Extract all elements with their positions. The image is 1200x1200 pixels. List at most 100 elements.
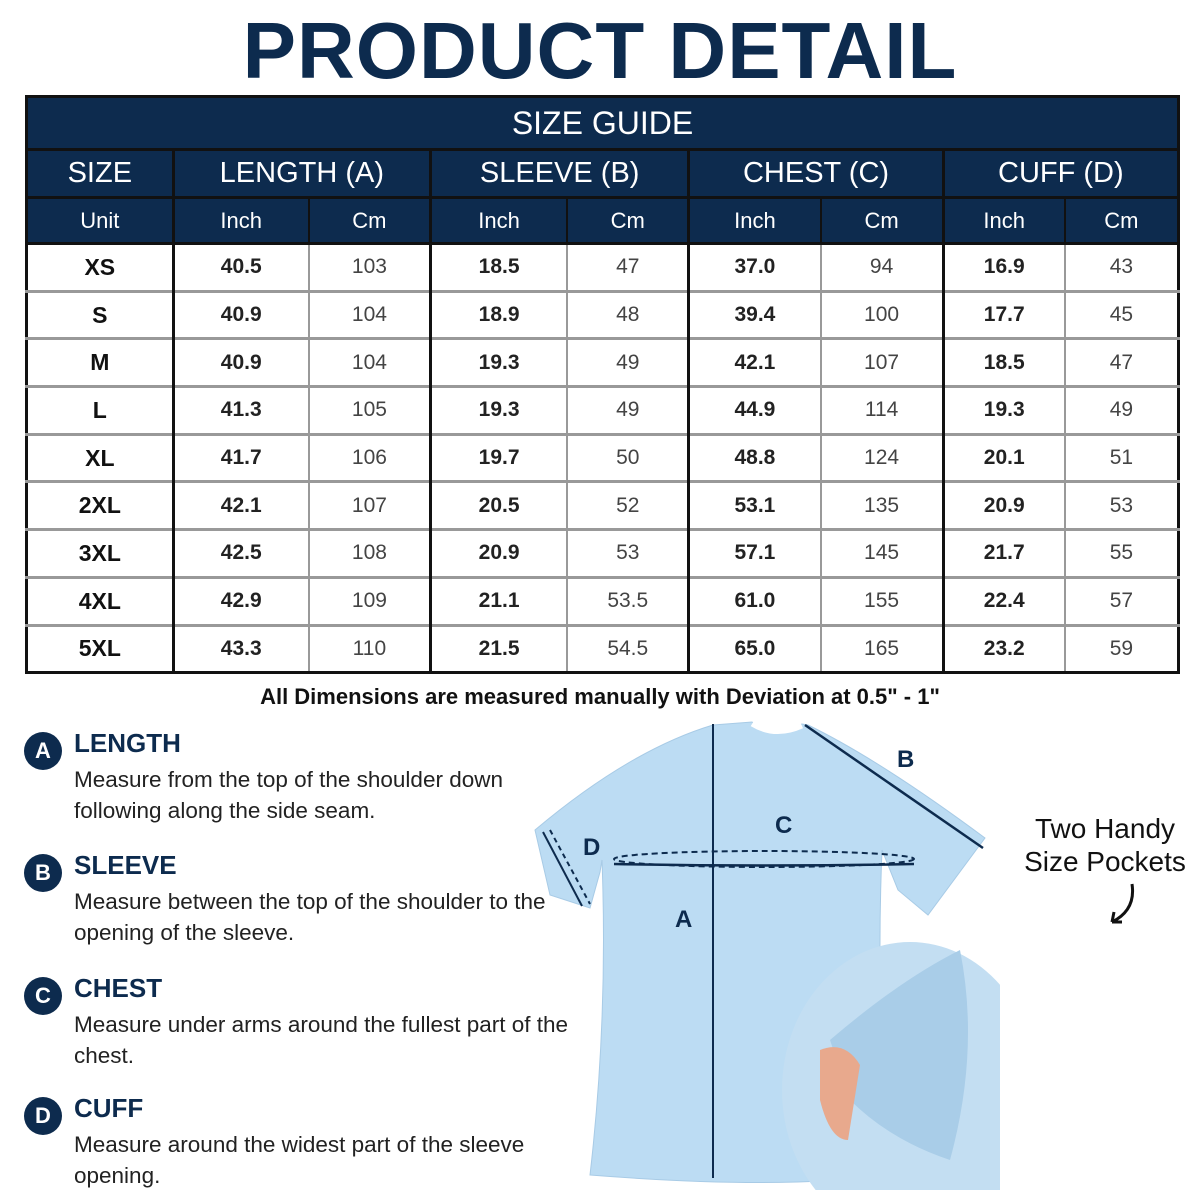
value-cell: 48.8 xyxy=(687,432,821,482)
value-cell: 100 xyxy=(819,289,944,339)
chest-line xyxy=(613,850,915,868)
header-length: LENGTH (A) xyxy=(171,148,431,198)
value-cell: 108 xyxy=(307,528,431,578)
value-cell: 42.1 xyxy=(687,337,821,387)
sleeve-line xyxy=(804,723,984,850)
value-cell: 107 xyxy=(819,337,944,387)
label-a: A xyxy=(675,906,693,933)
value-cell: 57 xyxy=(1063,575,1179,625)
unit-header: Inch xyxy=(687,196,821,244)
table-row: 5XL 43.3 110 21.5 54.5 65.0 165 23.2 59 xyxy=(26,623,1179,673)
measure-title: LENGTH xyxy=(74,728,181,758)
value-cell: 41.3 xyxy=(171,385,309,435)
value-cell: 37.0 xyxy=(687,242,821,292)
value-cell: 59 xyxy=(1063,623,1179,673)
size-cell: XL xyxy=(26,432,174,482)
value-cell: 124 xyxy=(819,432,944,482)
value-cell: 110 xyxy=(307,623,431,673)
unit-header: Cm xyxy=(566,196,689,244)
header-cuff: CUFF (D) xyxy=(941,148,1179,198)
table-row: 3XL 42.5 108 20.9 53 57.1 145 21.7 55 xyxy=(26,528,1179,578)
value-cell: 114 xyxy=(819,385,944,435)
value-cell: 155 xyxy=(819,575,944,625)
label-b: B xyxy=(897,746,915,773)
value-cell: 47 xyxy=(566,242,689,292)
measure-description: Measure around the widest part of the sl… xyxy=(74,1132,525,1188)
value-cell: 18.5 xyxy=(941,337,1065,387)
header-size: SIZE xyxy=(26,148,174,198)
value-cell: 18.5 xyxy=(429,242,568,292)
value-cell: 20.5 xyxy=(429,480,568,530)
value-cell: 145 xyxy=(819,528,944,578)
size-cell: 2XL xyxy=(26,480,174,530)
curved-arrow-icon xyxy=(1110,883,1135,924)
value-cell: 165 xyxy=(819,623,944,673)
value-cell: 40.9 xyxy=(171,337,309,387)
unit-header: Cm xyxy=(307,196,431,244)
value-cell: 40.9 xyxy=(171,289,309,339)
size-cell: 5XL xyxy=(26,623,174,673)
size-guide-table: SIZE GUIDE SIZE LENGTH (A) SLEEVE (B) CH… xyxy=(25,95,1180,675)
size-cell: XS xyxy=(26,242,174,292)
value-cell: 40.5 xyxy=(171,242,309,292)
cuff-line xyxy=(542,831,583,907)
value-cell: 20.9 xyxy=(429,528,568,578)
letter-badge-icon: B xyxy=(24,854,62,892)
unit-header: Inch xyxy=(429,196,568,244)
value-cell: 54.5 xyxy=(566,623,689,673)
pockets-caption: Two Handy Size Pockets xyxy=(1024,813,1186,877)
value-cell: 45 xyxy=(1063,289,1179,339)
size-cell: 4XL xyxy=(26,575,174,625)
value-cell: 49 xyxy=(566,337,689,387)
table-row: M 40.9 104 19.3 49 42.1 107 18.5 47 xyxy=(26,337,1179,387)
value-cell: 49 xyxy=(1063,385,1179,435)
value-cell: 65.0 xyxy=(687,623,821,673)
label-d: D xyxy=(583,834,601,861)
value-cell: 21.1 xyxy=(429,575,568,625)
gown-diagram xyxy=(534,721,1000,1190)
value-cell: 22.4 xyxy=(941,575,1065,625)
value-cell: 43 xyxy=(1063,242,1179,292)
unit-header: Inch xyxy=(171,196,309,244)
deviation-note: All Dimensions are measured manually wit… xyxy=(260,684,940,709)
value-cell: 53 xyxy=(566,528,689,578)
table-row: S 40.9 104 18.9 48 39.4 100 17.7 45 xyxy=(26,289,1179,339)
value-cell: 42.1 xyxy=(171,480,309,530)
page-title: PRODUCT DETAIL xyxy=(242,6,958,95)
letter-badge-icon: A xyxy=(24,732,62,770)
value-cell: 19.3 xyxy=(429,337,568,387)
size-cell: S xyxy=(26,289,174,339)
value-cell: 107 xyxy=(307,480,431,530)
value-cell: 21.7 xyxy=(941,528,1065,578)
value-cell: 23.2 xyxy=(941,623,1065,673)
value-cell: 106 xyxy=(307,432,431,482)
header-chest: CHEST (C) xyxy=(687,148,944,198)
size-cell: 3XL xyxy=(26,528,174,578)
value-cell: 53 xyxy=(1063,480,1179,530)
value-cell: 52 xyxy=(566,480,689,530)
measure-description: Measure between the top of the shoulder … xyxy=(74,889,546,945)
value-cell: 42.9 xyxy=(171,575,309,625)
value-cell: 94 xyxy=(819,242,944,292)
value-cell: 53.5 xyxy=(566,575,689,625)
value-cell: 21.5 xyxy=(429,623,568,673)
label-c: C xyxy=(775,812,793,839)
value-cell: 43.3 xyxy=(171,623,309,673)
size-cell: M xyxy=(26,337,174,387)
value-cell: 16.9 xyxy=(941,242,1065,292)
value-cell: 19.3 xyxy=(429,385,568,435)
value-cell: 42.5 xyxy=(171,528,309,578)
unit-header: Cm xyxy=(1063,196,1179,244)
value-cell: 41.7 xyxy=(171,432,309,482)
measure-description: Measure from the top of the shoulder dow… xyxy=(74,767,503,823)
unit-header: Inch xyxy=(941,196,1065,244)
value-cell: 20.9 xyxy=(941,480,1065,530)
value-cell: 17.7 xyxy=(941,289,1065,339)
table-caption: SIZE GUIDE xyxy=(26,96,1179,150)
value-cell: 39.4 xyxy=(687,289,821,339)
unit-header: Cm xyxy=(819,196,944,244)
value-cell: 44.9 xyxy=(687,385,821,435)
measure-title: CHEST xyxy=(74,973,163,1003)
value-cell: 18.9 xyxy=(429,289,568,339)
value-cell: 50 xyxy=(566,432,689,482)
